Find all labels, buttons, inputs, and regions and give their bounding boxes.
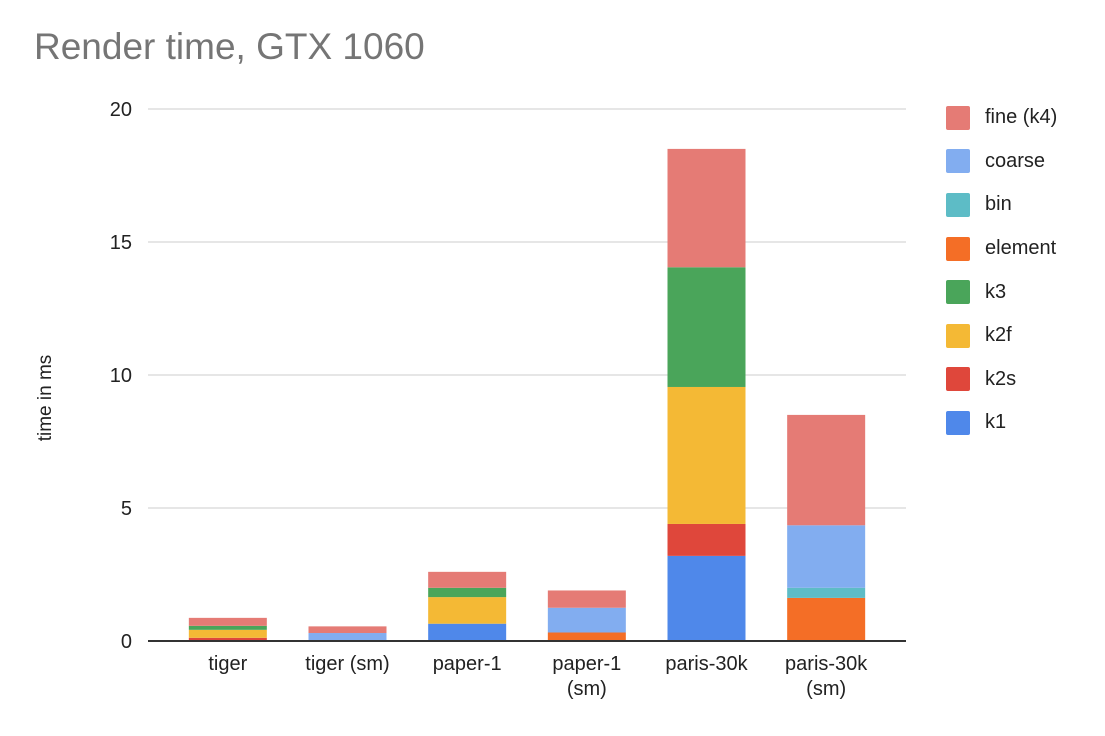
legend-swatch — [946, 367, 970, 392]
bar-segment-fine-k4 — [547, 590, 626, 608]
legend-label: k2f — [985, 324, 1012, 347]
bar-segment-fine-k4 — [188, 617, 267, 626]
legend-item: bin — [946, 183, 1057, 227]
x-tick-label: paper-1 — [552, 653, 621, 675]
bars — [188, 148, 866, 641]
bar-segment-k2f — [428, 597, 507, 624]
gridlines — [148, 108, 906, 509]
bar-segment-k1 — [667, 555, 746, 641]
legend-swatch — [946, 149, 970, 174]
legend-swatch — [946, 105, 970, 130]
bar-segment-k2f — [188, 629, 267, 638]
legend-swatch — [946, 280, 970, 305]
legend-item: fine (k4) — [946, 96, 1057, 140]
legend-item: coarse — [946, 140, 1057, 184]
legend-label: coarse — [985, 149, 1046, 172]
bar-segment-k3 — [428, 587, 507, 598]
bar-segment-k3 — [188, 625, 267, 630]
bar-segment-fine-k4 — [667, 148, 746, 268]
bar-segment-k2s — [188, 637, 267, 641]
x-tick-label: paper-1 — [433, 653, 502, 675]
legend-item: k1 — [946, 401, 1057, 445]
x-tick-label: tiger — [208, 653, 247, 675]
x-tick-label: (sm) — [567, 678, 607, 700]
y-tick-label: 5 — [121, 498, 132, 520]
legend: fine (k4) coarse bin element k3 k2f k2s k1 — [946, 96, 1057, 445]
bar-segment-fine-k4 — [787, 414, 866, 526]
bar-segment-fine-k4 — [428, 571, 507, 588]
legend-swatch — [946, 192, 970, 217]
bar-segment-bin — [787, 587, 866, 598]
bar-segment-coarse — [308, 633, 387, 641]
bar-segment-element — [547, 632, 626, 641]
bar-segment-coarse — [787, 525, 866, 588]
bar-segment-coarse — [547, 607, 626, 633]
chart-title: Render time, GTX 1060 — [34, 26, 425, 67]
x-tick-label: paris-30k — [665, 653, 748, 675]
legend-swatch — [946, 410, 970, 435]
legend-item: k2f — [946, 314, 1057, 358]
legend-item: k3 — [946, 270, 1057, 314]
bar-segment-k1 — [428, 623, 507, 641]
bar-segment-fine-k4 — [308, 626, 387, 634]
bar-segment-element — [787, 597, 866, 641]
bar-segment-k2f — [667, 386, 746, 524]
x-tick-label: paris-30k — [785, 653, 868, 675]
y-tick-label: 20 — [110, 99, 132, 121]
x-tick-label: (sm) — [806, 678, 846, 700]
bar-segment-k2s — [667, 523, 746, 556]
x-tick-label: tiger (sm) — [305, 653, 389, 675]
legend-swatch — [946, 323, 970, 348]
y-tick-label: 15 — [110, 232, 132, 254]
legend-label: k3 — [985, 280, 1007, 303]
legend-label: element — [985, 237, 1057, 260]
y-tick-label: 10 — [110, 365, 132, 387]
legend-item: k2s — [946, 358, 1057, 402]
bar-segment-k3 — [667, 267, 746, 387]
axes: 0 5 10 15 20 tiger tiger (sm) paper-1 paper-1 (sm… — [110, 99, 906, 700]
legend-item: element — [946, 227, 1057, 271]
y-tick-label: 0 — [121, 631, 132, 653]
legend-label: k2s — [985, 367, 1017, 390]
legend-label: bin — [985, 193, 1012, 216]
legend-swatch — [946, 236, 970, 261]
legend-label: k1 — [985, 411, 1007, 434]
legend-label: fine (k4) — [985, 106, 1058, 129]
